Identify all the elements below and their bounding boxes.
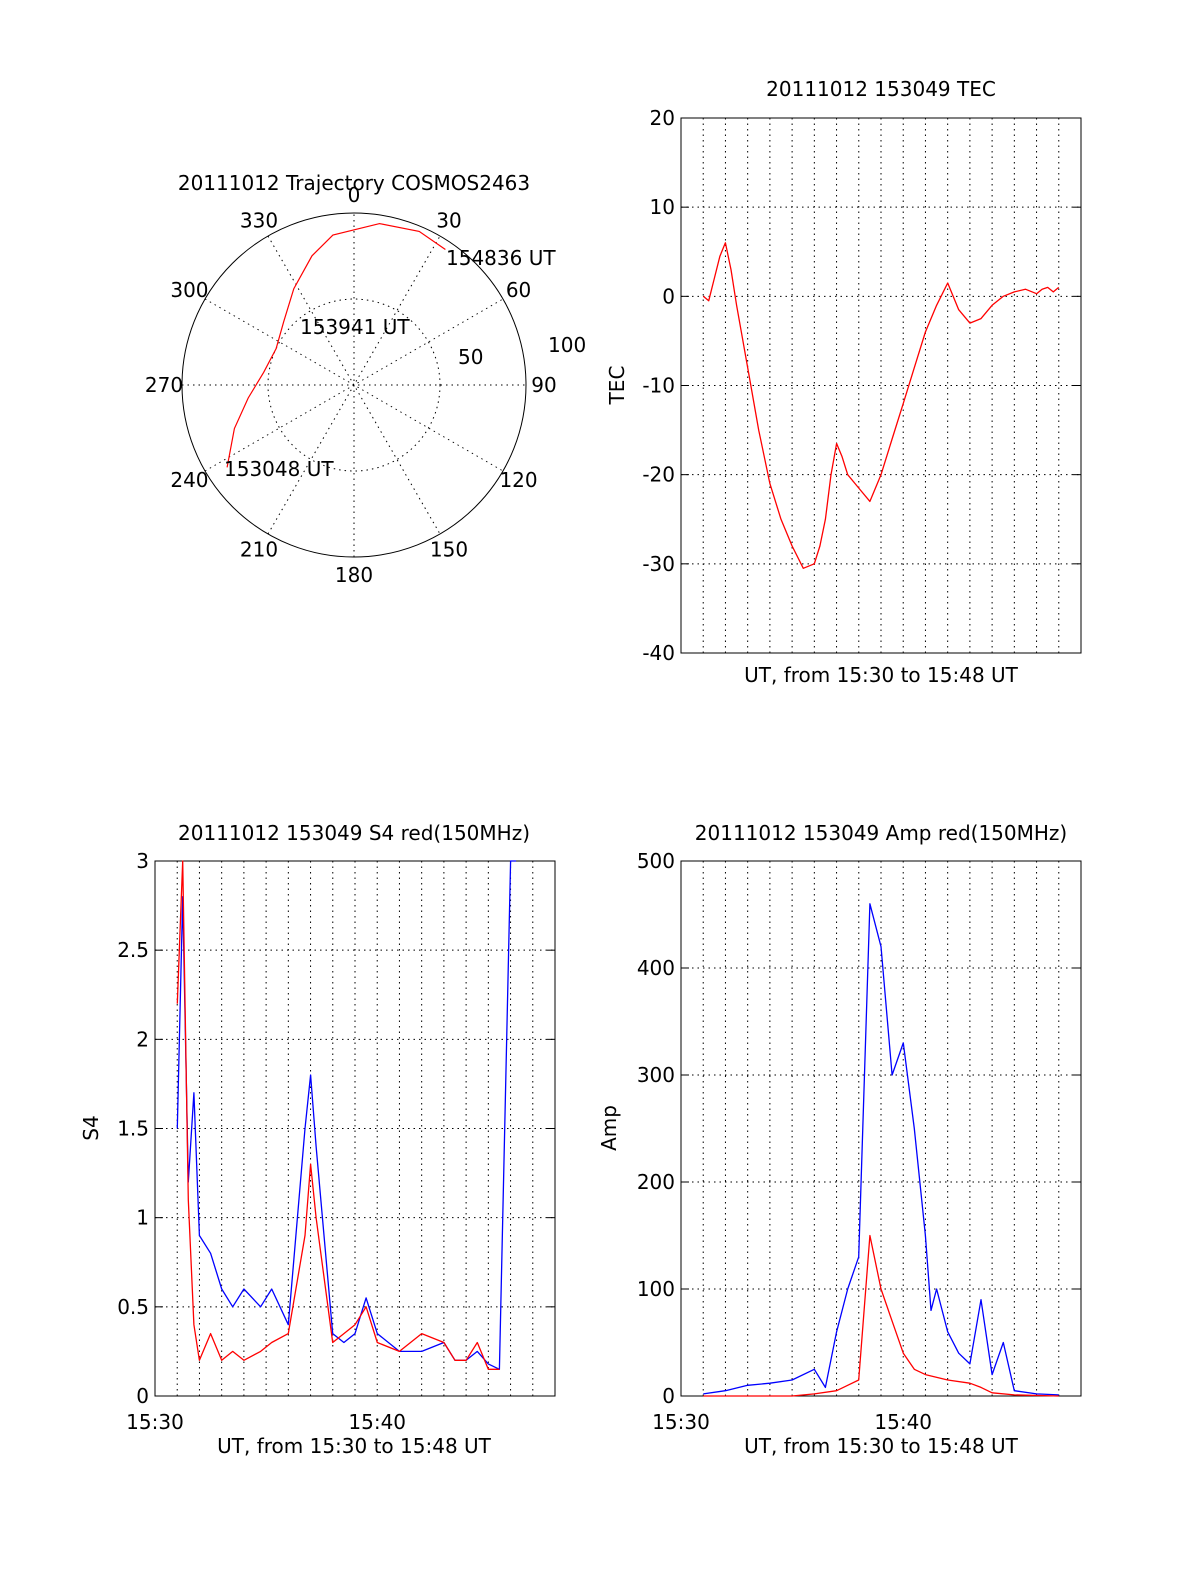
tec-chart: 20111012 153049 TEC 20 10 0 -10 -20 -30 -40 TE… <box>605 77 1082 687</box>
y-tick-label: 300 <box>637 1063 675 1087</box>
y-tick-label: 10 <box>650 195 675 219</box>
tec-grid <box>681 118 1081 653</box>
series-line-0 <box>176 860 517 1370</box>
y-tick-label: 0.5 <box>117 1295 149 1319</box>
y-tick-label: 0 <box>662 1384 675 1408</box>
y-tick-label: 0 <box>136 1384 149 1408</box>
polar-azimuth-label: 120 <box>499 468 537 492</box>
y-tick-label: 2 <box>136 1027 149 1051</box>
polar-azimuth-label: 210 <box>240 538 278 562</box>
tec-y-ticks: 20 10 0 -10 -20 -30 -40 <box>642 106 1081 665</box>
trajectory-end-time-label: 154836 UT <box>446 246 556 270</box>
amp-grid <box>681 861 1081 1396</box>
s4-y-ticks: 3 2.5 2 1.5 1 0.5 0 <box>117 849 555 1408</box>
polar-inner-circle <box>267 298 441 472</box>
tec-series <box>702 242 1060 569</box>
s4-plot-frame <box>154 860 556 1397</box>
s4-series <box>176 860 517 1370</box>
s4-chart: 20111012 153049 S4 red(150MHz) 3 2.5 2 1.5 1… <box>79 821 556 1458</box>
y-tick-label: -40 <box>642 641 675 665</box>
tec-plot-frame <box>680 117 1082 654</box>
polar-azimuth-label: 270 <box>145 373 183 397</box>
y-tick-label: 400 <box>637 956 675 980</box>
y-tick-label: 3 <box>136 849 149 873</box>
trajectory-track <box>226 222 446 468</box>
series-line-0 <box>703 903 1059 1396</box>
y-tick-label: -30 <box>642 552 675 576</box>
polar-azimuth-label: 330 <box>240 208 278 232</box>
polar-azimuth-labels: 0 30 60 90 120 150 180 210 240 270 300 330 <box>145 183 557 587</box>
y-tick-label: 100 <box>637 1277 675 1301</box>
polar-azimuth-label: 240 <box>170 468 208 492</box>
amp-chart: 20111012 153049 Amp red(150MHz) 500 400 30… <box>597 821 1082 1458</box>
polar-azimuth-label: 60 <box>506 278 531 302</box>
polar-azimuth-label: 150 <box>430 538 468 562</box>
amp-y-ticks: 500 400 300 200 100 0 <box>637 849 1081 1408</box>
amp-title: 20111012 153049 Amp red(150MHz) <box>695 821 1067 845</box>
amp-x-ticks: 15:30 15:40 <box>652 1410 932 1434</box>
s4-y-axis-label: S4 <box>79 1115 103 1140</box>
polar-spokes <box>182 213 526 557</box>
y-tick-label: 200 <box>637 1170 675 1194</box>
trajectory-start-time-label: 153048 UT <box>224 457 334 481</box>
polar-azimuth-label: 180 <box>335 563 373 587</box>
y-tick-label: 500 <box>637 849 675 873</box>
trajectory-title: 20111012 Trajectory COSMOS2463 <box>178 171 530 195</box>
s4-title: 20111012 153049 S4 red(150MHz) <box>178 821 530 845</box>
polar-azimuth-label: 0 <box>348 183 361 207</box>
x-tick-label: 15:40 <box>348 1410 406 1434</box>
amp-y-axis-label: Amp <box>597 1105 621 1151</box>
y-tick-label: -20 <box>642 463 675 487</box>
y-tick-label: 0 <box>662 284 675 308</box>
polar-radius-label-100: 100 <box>548 333 586 357</box>
tec-y-axis-label: TEC <box>605 366 629 406</box>
tec-title: 20111012 153049 TEC <box>766 77 996 101</box>
y-tick-label: 1 <box>136 1206 149 1230</box>
series-line-1 <box>176 860 500 1370</box>
y-tick-label: 1.5 <box>117 1117 149 1141</box>
tec-x-axis-label: UT, from 15:30 to 15:48 UT <box>744 663 1019 687</box>
x-tick-label: 15:30 <box>126 1410 184 1434</box>
amp-series <box>703 903 1059 1397</box>
polar-radius-label-50: 50 <box>458 345 483 369</box>
polar-spoke <box>267 235 441 535</box>
trajectory-polar-plot: 20111012 Trajectory COSMOS2463 0 30 60 90 12… <box>145 171 586 587</box>
series-line-1 <box>703 1234 1059 1397</box>
x-tick-label: 15:40 <box>874 1410 932 1434</box>
y-tick-label: 2.5 <box>117 938 149 962</box>
amp-plot-frame <box>680 860 1082 1397</box>
series-line-0 <box>702 242 1060 569</box>
polar-azimuth-label: 300 <box>170 278 208 302</box>
s4-x-axis-label: UT, from 15:30 to 15:48 UT <box>217 1434 492 1458</box>
y-tick-label: 20 <box>650 106 675 130</box>
s4-grid <box>155 861 555 1396</box>
y-tick-label: -10 <box>642 374 675 398</box>
x-tick-label: 15:30 <box>652 1410 710 1434</box>
s4-x-ticks: 15:30 15:40 <box>126 1410 406 1434</box>
polar-azimuth-label: 90 <box>531 373 556 397</box>
polar-azimuth-label: 30 <box>436 208 461 232</box>
trajectory-mid-time-label: 153941 UT <box>300 315 410 339</box>
amp-x-axis-label: UT, from 15:30 to 15:48 UT <box>744 1434 1019 1458</box>
